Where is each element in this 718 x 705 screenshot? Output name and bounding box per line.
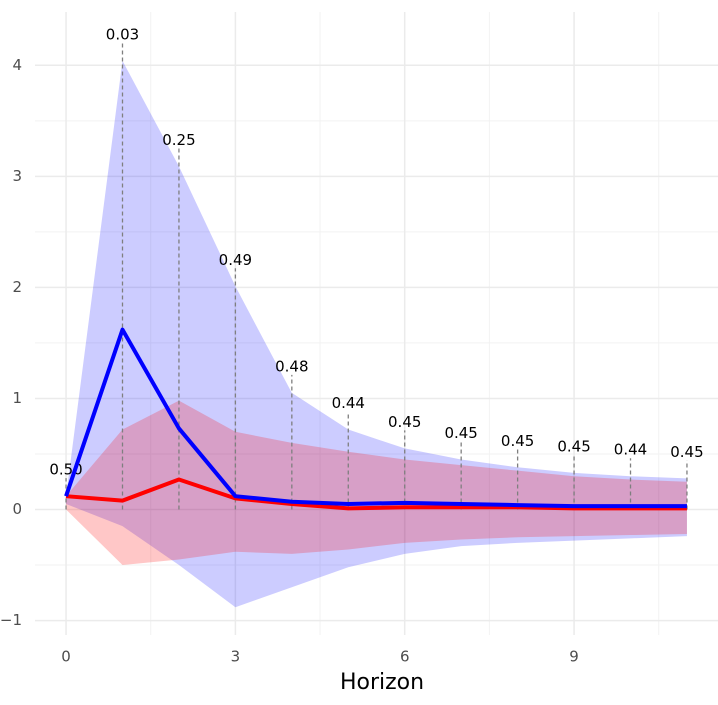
y-tick-label: 4 [12,56,22,74]
annotation-label: 0.03 [106,25,139,43]
confidence-band [66,400,687,566]
x-tick-label: 0 [61,648,71,666]
x-tick-label: 3 [231,648,241,666]
x-axis-title: Horizon [340,670,424,695]
confidence-band [66,60,687,608]
annotation-label: 0.45 [557,437,590,455]
annotation-label: 0.44 [614,441,647,459]
y-tick-label: 1 [12,389,22,407]
x-tick-label: 6 [400,648,410,666]
line [65,477,687,511]
y-tick-label: 3 [12,167,22,185]
annotation-label: 0.44 [332,394,365,412]
annotation-label: 0.49 [219,251,252,269]
annotation-label: 0.45 [501,432,534,450]
annotation-label: 0.45 [670,443,703,461]
line [64,327,687,509]
annotation-label: 0.25 [162,131,195,149]
annotation-label: 0.45 [444,424,477,442]
annotation-label: 0.48 [275,357,308,375]
y-tick-label: 2 [12,278,22,296]
x-tick-label: 9 [569,648,579,666]
annotation-label: 0.45 [388,413,421,431]
y-tick-label: −1 [0,611,22,629]
y-tick-label: 0 [12,500,22,518]
